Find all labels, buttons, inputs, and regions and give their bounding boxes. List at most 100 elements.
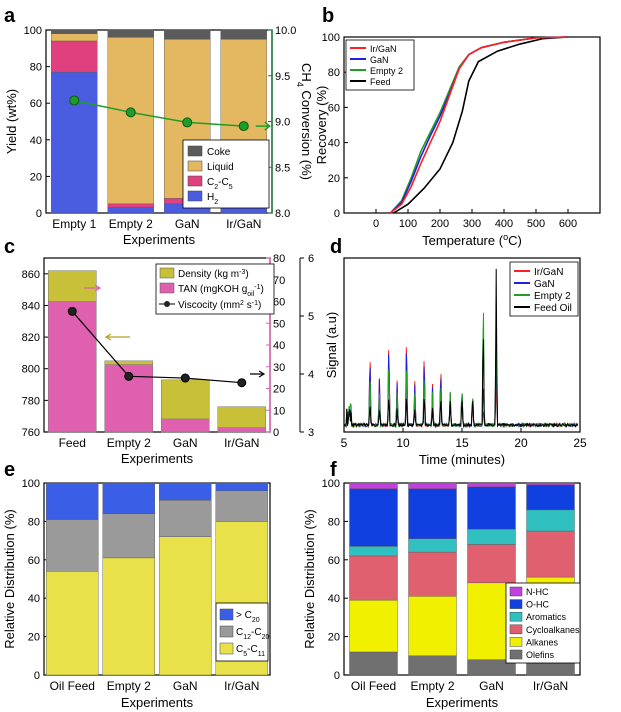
bar-f-O-HC-Ir/GaN: [526, 484, 575, 511]
bar-f-Olefins-Oil Feed: [349, 651, 398, 676]
bar-f-Cycloalkanes-GaN: [467, 544, 516, 584]
y-tick-label-c-5: 860: [22, 269, 40, 281]
x-tick-label-b-3: 300: [463, 218, 481, 230]
viscosity-point-c-1: [124, 371, 134, 381]
bar-a-Liquid-Empty 1: [51, 33, 98, 42]
panel-label-f: f: [330, 459, 337, 481]
y2-tick-label-a-4: 10.0: [275, 25, 296, 37]
x-axis-label-a: Experiments: [123, 232, 196, 247]
bar-e-C12-C20-Oil Feed: [46, 519, 99, 572]
legend-label-b-0: Ir/GaN: [370, 44, 397, 54]
legend-label-f-2: Aromatics: [526, 612, 567, 622]
arrow-to-y2-a: [255, 121, 271, 131]
x-axis-label-e: Experiments: [121, 695, 194, 710]
bar-f-Cycloalkanes-Ir/GaN: [526, 530, 575, 578]
y2-tick-label-c-6: 60: [273, 297, 285, 309]
y-tick-label-a-0: 0: [36, 208, 42, 220]
y-tick-label-f-1: 20: [328, 632, 340, 644]
legend-label-b-1: GaN: [370, 55, 389, 65]
line-b-Feed: [393, 36, 569, 214]
x-tick-label-a-0: Empty 1: [52, 217, 96, 231]
y3-tick-label-c-0: 3: [308, 427, 314, 439]
bar-a-Coke-Ir/GaN: [220, 29, 267, 40]
y-tick-label-a-5: 100: [24, 25, 42, 37]
bar-f-O-HC-GaN: [467, 486, 516, 530]
y-axis-label-b: Recovery (%): [314, 86, 329, 165]
bar-f-N-HC-GaN: [467, 482, 516, 488]
legend-swatch-f-5: [509, 649, 523, 660]
bar-e-> C20-Oil Feed: [46, 482, 99, 520]
bar-f-Cycloalkanes-Oil Feed: [349, 555, 398, 601]
bar-f-Olefins-Ir/GaN: [526, 663, 575, 676]
y-tick-label-a-1: 20: [30, 171, 42, 183]
legend-swatch-a-0: [187, 145, 203, 157]
legend-label-f-5: Olefins: [526, 650, 555, 660]
y2-tick-label-c-7: 70: [273, 275, 285, 287]
bar-f-N-HC-Empty 2: [408, 482, 457, 489]
y-tick-label-f-4: 80: [328, 516, 340, 528]
legend-label-e-2: C5-C11: [236, 644, 265, 658]
bar-e-C5-C11-Oil Feed: [46, 571, 99, 676]
legend-swatch-a-1: [187, 160, 203, 172]
y3-tick-label-c-1: 4: [308, 369, 314, 381]
x-tick-label-a-2: GaN: [175, 217, 200, 231]
legend-label-d-3: Feed Oil: [534, 303, 572, 314]
panel-label-a: a: [4, 5, 16, 27]
bar-e-> C20-Empty 2: [102, 482, 155, 514]
line-b-Empty 2: [389, 36, 569, 214]
legend-label-f-0: N-HC: [526, 587, 549, 597]
legend-swatch-a-3: [187, 190, 203, 202]
legend-label-a-1: Liquid: [207, 162, 234, 173]
legend-label-d-2: Empty 2: [534, 291, 571, 302]
bar-f-N-HC-Oil Feed: [349, 482, 398, 489]
y-tick-label-f-5: 100: [322, 478, 340, 490]
y2-tick-label-a-3: 9.5: [275, 71, 290, 83]
x-tick-label-f-3: Ir/GaN: [533, 679, 568, 693]
bar-a-H2-Empty 1: [51, 71, 98, 214]
x-tick-label-d-4: 25: [573, 436, 587, 450]
x-tick-label-b-6: 600: [559, 218, 577, 230]
arrow-density-c: [104, 333, 130, 341]
y2-tick-label-c-3: 30: [273, 362, 285, 374]
conversion-point-a-1: [125, 107, 136, 118]
y-tick-label-e-4: 80: [28, 516, 40, 528]
y-tick-label-c-2: 800: [22, 364, 40, 376]
y3-tick-label-c-3: 6: [308, 253, 314, 265]
y2-tick-label-c-1: 10: [273, 405, 285, 417]
bar-f-Aromatics-Empty 2: [408, 538, 457, 553]
line-b-Ir/GaN: [389, 36, 569, 214]
bar-e-C12-C20-Empty 2: [102, 513, 155, 559]
y2-tick-label-a-1: 8.5: [275, 162, 290, 174]
legend-label-b-2: Empty 2: [370, 66, 403, 76]
y2-tick-label-a-2: 9.0: [275, 117, 290, 129]
y-tick-label-c-0: 760: [22, 427, 40, 439]
x-tick-label-b-5: 500: [527, 218, 545, 230]
x-tick-label-b-2: 200: [431, 218, 449, 230]
y-tick-label-e-0: 0: [34, 670, 40, 682]
legend-label-c-2: Viscocity (mm2 s-1): [178, 300, 261, 312]
plot-area-f: [343, 482, 581, 676]
y-tick-label-b-2: 40: [328, 138, 340, 150]
legend-label-f-3: Cycloalkanes: [526, 625, 580, 635]
y-tick-label-a-4: 80: [30, 62, 42, 74]
bar-e-C5-C11-GaN: [159, 536, 212, 676]
legend-swatch-f-0: [509, 586, 523, 597]
x-tick-label-f-0: Oil Feed: [351, 679, 396, 693]
legend-label-e-1: C12-C20: [236, 627, 269, 641]
panel-label-b: b: [322, 5, 334, 27]
legend-label-d-1: GaN: [534, 279, 555, 290]
conversion-point-a-0: [69, 95, 80, 106]
line-b-GaN: [389, 36, 569, 214]
x-tick-label-e-3: Ir/GaN: [224, 679, 259, 693]
y2-tick-label-c-5: 50: [273, 318, 285, 330]
legend-label-c-0: Density (kg m-3): [178, 269, 249, 281]
y-tick-label-c-4: 840: [22, 300, 40, 312]
panel-label-c: c: [4, 236, 15, 258]
trace-d-Feed Oil: [343, 268, 579, 429]
bar-a-Liquid-Empty 2: [107, 37, 154, 205]
legend-label-a-3: H2: [207, 192, 218, 206]
legend-swatch-e-1: [219, 625, 234, 638]
bar-a-Coke-GaN: [164, 29, 211, 40]
legend-swatch-f-2: [509, 611, 523, 622]
bar-c-tan-Ir/GaN: [217, 427, 266, 433]
